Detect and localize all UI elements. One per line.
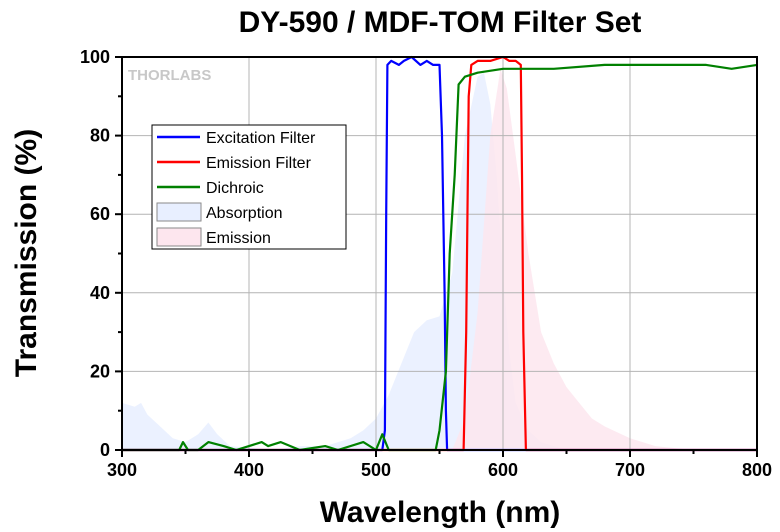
y-tick-label: 80 xyxy=(90,126,110,146)
legend-swatch xyxy=(156,202,202,222)
area-absorption xyxy=(122,72,757,450)
x-tick-label: 500 xyxy=(361,460,391,480)
legend: Excitation Filter Emission Filter Dichroic… xyxy=(151,124,347,250)
line-dichroic xyxy=(122,63,758,452)
legend-label: Absorption xyxy=(206,205,283,222)
area-layer xyxy=(122,68,757,450)
legend-label: Dichroic xyxy=(206,180,264,197)
y-axis-title: Transmission (%) xyxy=(10,129,43,377)
chart-title: DY-590 / MDF-TOM Filter Set xyxy=(239,6,642,39)
x-tick-label: 800 xyxy=(742,460,772,480)
x-tick-label: 600 xyxy=(488,460,518,480)
x-tick-label: 700 xyxy=(615,460,645,480)
y-tick-label: 100 xyxy=(80,47,110,67)
line-excitation-filter xyxy=(122,55,757,452)
legend-swatch xyxy=(156,227,202,247)
x-axis-title: Wavelength (nm) xyxy=(320,496,561,529)
y-tick-label: 60 xyxy=(90,204,110,224)
axes-layer: 300 400 500 600 700 800 0 20 40 60 80 100 xyxy=(80,47,772,480)
legend-label: Emission xyxy=(206,230,271,247)
x-tick-label: 400 xyxy=(234,460,264,480)
legend-label: Excitation Filter xyxy=(206,130,316,147)
watermark-logo: THORLABS xyxy=(128,67,211,84)
y-tick-label: 0 xyxy=(100,440,110,460)
y-tick-label: 40 xyxy=(90,283,110,303)
x-tick-label: 300 xyxy=(107,460,137,480)
legend-label: Emission Filter xyxy=(206,155,312,172)
y-tick-label: 20 xyxy=(90,361,110,381)
